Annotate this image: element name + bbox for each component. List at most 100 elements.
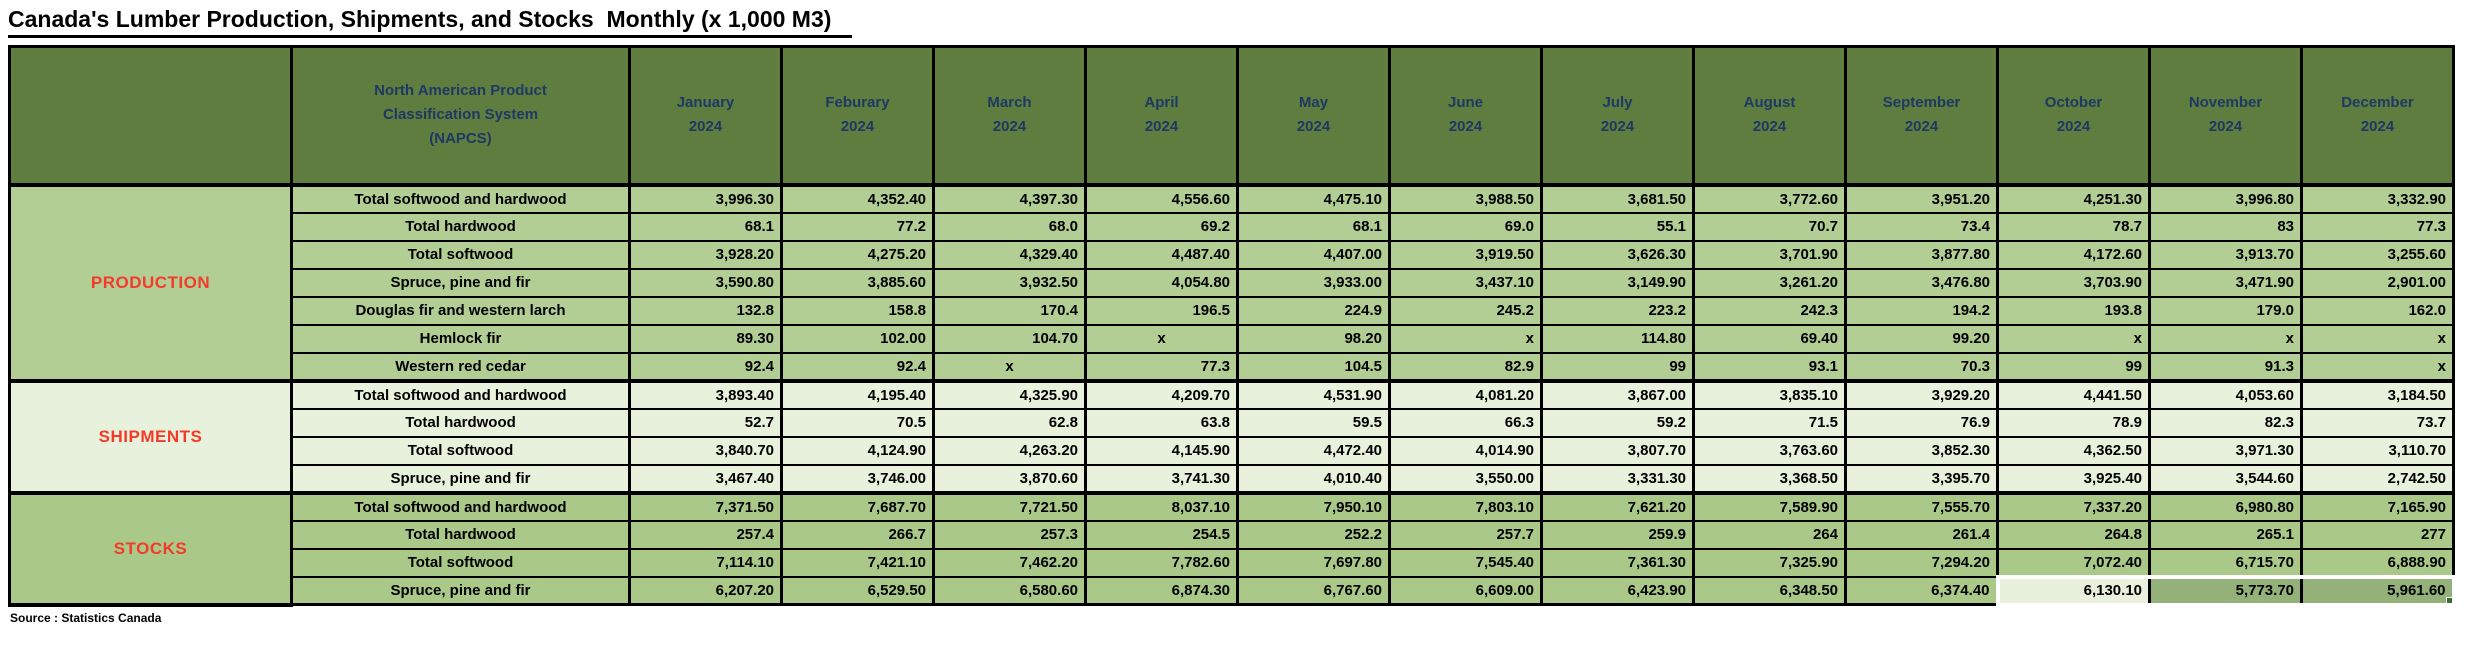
row-label[interactable]: Douglas fir and western larch [290,295,631,326]
cell-production-r5-october[interactable]: x [1996,323,2151,354]
cell-shipments-r3-feburary[interactable]: 3,746.00 [780,463,935,494]
cell-production-r5-september[interactable]: 99.20 [1844,323,1999,354]
month-header-august[interactable]: August 2024 [1692,45,1847,187]
cell-production-r4-april[interactable]: 196.5 [1084,295,1239,326]
cell-production-r0-march[interactable]: 4,397.30 [932,183,1087,214]
section-label-stocks[interactable]: STOCKS [8,490,293,607]
cell-production-r1-november[interactable]: 83 [2148,211,2303,242]
row-label[interactable]: Total hardwood [290,519,631,550]
cell-production-r2-august[interactable]: 3,701.90 [1692,239,1847,270]
cell-stocks-r0-feburary[interactable]: 7,687.70 [780,490,935,522]
cell-shipments-r2-feburary[interactable]: 4,124.90 [780,435,935,466]
cell-stocks-r0-july[interactable]: 7,621.20 [1540,490,1695,522]
cell-production-r0-october[interactable]: 4,251.30 [1996,183,2151,214]
cell-stocks-r3-march[interactable]: 6,580.60 [932,575,1087,606]
month-header-january[interactable]: January 2024 [628,45,783,187]
cell-shipments-r1-feburary[interactable]: 70.5 [780,407,935,438]
row-label[interactable]: Spruce, pine and fir [290,267,631,298]
cell-production-r2-september[interactable]: 3,877.80 [1844,239,1999,270]
month-header-april[interactable]: April 2024 [1084,45,1239,187]
cell-production-r2-october[interactable]: 4,172.60 [1996,239,2151,270]
row-label[interactable]: Total hardwood [290,211,631,242]
cell-production-r3-june[interactable]: 3,437.10 [1388,267,1543,298]
cell-production-r2-december[interactable]: 3,255.60 [2300,239,2455,270]
corner-cell[interactable] [8,45,293,187]
cell-stocks-r3-october[interactable]: 6,130.10 [1995,574,2151,607]
cell-production-r0-june[interactable]: 3,988.50 [1388,183,1543,214]
month-header-june[interactable]: June 2024 [1388,45,1543,187]
section-label-production[interactable]: PRODUCTION [8,182,293,383]
cell-production-r4-october[interactable]: 193.8 [1996,295,2151,326]
cell-production-r0-january[interactable]: 3,996.30 [628,183,783,214]
section-label-shipments[interactable]: SHIPMENTS [8,378,293,495]
cell-production-r1-april[interactable]: 69.2 [1084,211,1239,242]
cell-shipments-r2-may[interactable]: 4,472.40 [1236,435,1391,466]
cell-production-r5-august[interactable]: 69.40 [1692,323,1847,354]
cell-production-r4-december[interactable]: 162.0 [2300,295,2455,326]
cell-stocks-r1-march[interactable]: 257.3 [932,519,1087,550]
cell-production-r5-may[interactable]: 98.20 [1236,323,1391,354]
cell-production-r3-december[interactable]: 2,901.00 [2300,267,2455,298]
cell-production-r0-december[interactable]: 3,332.90 [2300,183,2455,214]
row-label[interactable]: Spruce, pine and fir [290,575,631,606]
cell-shipments-r1-january[interactable]: 52.7 [628,407,783,438]
cell-production-r0-april[interactable]: 4,556.60 [1084,183,1239,214]
cell-stocks-r2-january[interactable]: 7,114.10 [628,547,783,578]
cell-stocks-r2-june[interactable]: 7,545.40 [1388,547,1543,578]
cell-stocks-r0-june[interactable]: 7,803.10 [1388,490,1543,522]
cell-stocks-r3-august[interactable]: 6,348.50 [1692,575,1847,606]
cell-shipments-r2-january[interactable]: 3,840.70 [628,435,783,466]
cell-production-r6-may[interactable]: 104.5 [1236,351,1391,382]
cell-stocks-r1-june[interactable]: 257.7 [1388,519,1543,550]
month-header-october[interactable]: October 2024 [1996,45,2151,187]
cell-production-r4-november[interactable]: 179.0 [2148,295,2303,326]
cell-production-r1-july[interactable]: 55.1 [1540,211,1695,242]
cell-stocks-r3-december[interactable]: 5,961.60 [2300,574,2456,607]
cell-production-r6-august[interactable]: 93.1 [1692,351,1847,382]
cell-production-r0-november[interactable]: 3,996.80 [2148,183,2303,214]
cell-stocks-r2-december[interactable]: 6,888.90 [2300,547,2455,578]
cell-production-r1-may[interactable]: 68.1 [1236,211,1391,242]
cell-production-r5-april[interactable]: x [1084,323,1239,354]
cell-production-r2-january[interactable]: 3,928.20 [628,239,783,270]
month-header-may[interactable]: May 2024 [1236,45,1391,187]
cell-production-r6-march[interactable]: x [932,351,1087,382]
row-label[interactable]: Total softwood [290,435,631,466]
cell-production-r5-january[interactable]: 89.30 [628,323,783,354]
cell-shipments-r2-october[interactable]: 4,362.50 [1996,435,2151,466]
cell-production-r2-feburary[interactable]: 4,275.20 [780,239,935,270]
cell-production-r6-october[interactable]: 99 [1996,351,2151,382]
month-header-march[interactable]: March 2024 [932,45,1087,187]
cell-stocks-r1-october[interactable]: 264.8 [1996,519,2151,550]
cell-shipments-r3-january[interactable]: 3,467.40 [628,463,783,494]
cell-production-r2-june[interactable]: 3,919.50 [1388,239,1543,270]
row-label[interactable]: Total softwood and hardwood [290,490,631,522]
cell-stocks-r3-july[interactable]: 6,423.90 [1540,575,1695,606]
cell-stocks-r2-march[interactable]: 7,462.20 [932,547,1087,578]
month-header-november[interactable]: November 2024 [2148,45,2303,187]
cell-production-r1-december[interactable]: 77.3 [2300,211,2455,242]
cell-production-r0-august[interactable]: 3,772.60 [1692,183,1847,214]
cell-stocks-r3-november[interactable]: 5,773.70 [2148,574,2303,607]
cell-shipments-r0-october[interactable]: 4,441.50 [1996,378,2151,410]
cell-stocks-r1-may[interactable]: 252.2 [1236,519,1391,550]
cell-production-r6-september[interactable]: 70.3 [1844,351,1999,382]
cell-stocks-r0-december[interactable]: 7,165.90 [2300,490,2455,522]
cell-shipments-r2-december[interactable]: 3,110.70 [2300,435,2455,466]
row-label[interactable]: Total softwood and hardwood [290,378,631,410]
cell-production-r5-june[interactable]: x [1388,323,1543,354]
cell-production-r4-feburary[interactable]: 158.8 [780,295,935,326]
row-label[interactable]: Western red cedar [290,351,631,382]
cell-production-r2-may[interactable]: 4,407.00 [1236,239,1391,270]
cell-production-r6-december[interactable]: x [2300,351,2455,382]
cell-shipments-r0-september[interactable]: 3,929.20 [1844,378,1999,410]
cell-shipments-r0-november[interactable]: 4,053.60 [2148,378,2303,410]
cell-shipments-r3-april[interactable]: 3,741.30 [1084,463,1239,494]
cell-production-r0-feburary[interactable]: 4,352.40 [780,183,935,214]
cell-production-r6-feburary[interactable]: 92.4 [780,351,935,382]
row-label[interactable]: Total softwood [290,547,631,578]
napcs-header-cell[interactable]: North American Product Classification Sy… [290,45,631,187]
month-header-feburary[interactable]: Feburary 2024 [780,45,935,187]
cell-shipments-r0-march[interactable]: 4,325.90 [932,378,1087,410]
cell-shipments-r1-september[interactable]: 76.9 [1844,407,1999,438]
